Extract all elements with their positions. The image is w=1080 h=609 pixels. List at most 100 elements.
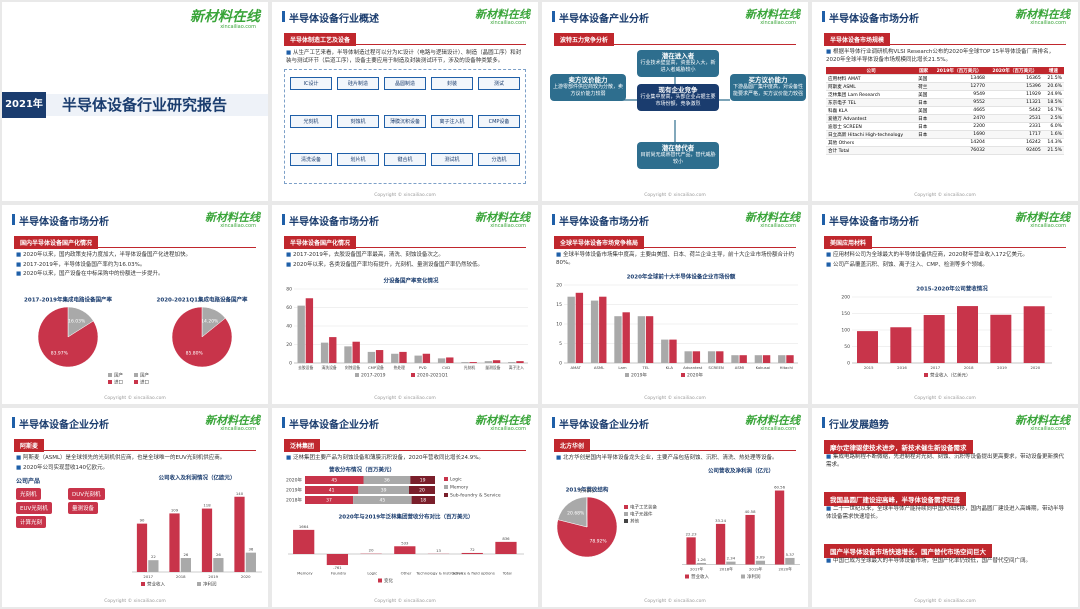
section-rule	[14, 247, 256, 248]
data-label: 26	[183, 552, 188, 557]
bar	[575, 292, 584, 363]
bar	[785, 557, 795, 564]
legend-swatch	[924, 373, 928, 377]
pie-slice	[557, 496, 588, 527]
slide-title: 半导体设备市场分析	[829, 217, 919, 228]
bar	[726, 561, 736, 564]
bar	[437, 358, 446, 363]
diagram-node: IC设计	[290, 77, 332, 90]
diagram-node: 划片机	[337, 153, 379, 166]
chart-title: 公司收入及利润情况（亿欧元）	[158, 474, 235, 482]
x-tick-label: 2018	[176, 574, 186, 579]
product-button: 计算光刻	[16, 516, 47, 528]
legend-swatch	[741, 574, 745, 578]
bar	[169, 513, 180, 572]
section-rule	[284, 44, 526, 45]
diagram-node: 光刻机	[290, 115, 332, 128]
paragraph: 阿斯麦（ASML）是全球领先的光刻机供应商，也是全球唯一的EUV光刻机供应商。	[16, 455, 254, 463]
slide: 新材料在线 xincailiao.com 半导体设备企业分析 Copyright © …	[2, 408, 268, 607]
year: 2021年	[2, 92, 46, 118]
diagram-node: 硅片制造	[337, 77, 379, 90]
cell: 其他 Others	[826, 138, 917, 147]
legend-label: 国产	[140, 372, 149, 379]
logo-url: xincailiao.com	[490, 426, 526, 432]
title-marker	[552, 417, 555, 428]
bar	[508, 362, 516, 363]
trend-heading: 国产半导体设备市场快速增长，国产替代市场空间巨大	[824, 544, 992, 558]
section-rule	[824, 247, 1066, 248]
slide-title: 半导体设备市场分析	[829, 14, 919, 25]
bar	[305, 298, 314, 363]
title-marker	[282, 11, 285, 22]
cell: 21.5%	[1042, 74, 1064, 83]
bar	[394, 545, 416, 554]
bar	[484, 361, 493, 363]
y-tick-label: 2019年	[286, 486, 302, 493]
diagram-node: 测试	[478, 77, 520, 90]
cell: 应用材料 AMAT	[826, 74, 917, 83]
cell: 阿斯麦 ASML	[826, 82, 917, 91]
cell: 1717	[986, 130, 1043, 139]
chart: 2020年全球前十大半导体设备企业市场份额 0 5 10 15 20 AMAT ASML Lam…	[556, 273, 798, 379]
y-tick-label: 40	[286, 324, 292, 330]
data-label: 5.37	[786, 551, 795, 556]
logo-name: 新材料在线	[745, 8, 800, 21]
bar	[661, 339, 669, 363]
y-tick-label: 100	[841, 328, 850, 334]
data-label: 140	[236, 491, 244, 496]
cell: 13468	[931, 74, 987, 83]
bar	[234, 496, 245, 572]
slide-title: 半导体设备市场分析	[19, 217, 109, 228]
force-label: 现有企业竞争	[658, 86, 698, 94]
x-tick-label: 离子注入	[509, 365, 524, 370]
force-node: 买方议价能力 下游晶圆厂集中度高，对设备性能要求严格，买方议价能力较强	[730, 74, 806, 101]
section-label: 阿斯麦	[14, 439, 45, 452]
cell: 美国	[916, 106, 932, 115]
cell: 日本	[916, 114, 932, 123]
slide-title: 半导体设备市场分析	[289, 217, 379, 228]
bar	[148, 560, 159, 572]
bar	[516, 361, 524, 363]
cell: 11929	[986, 90, 1043, 99]
cell: 2331	[986, 122, 1043, 131]
cell: 20.6%	[1042, 82, 1064, 91]
force-node: 潜在进入者 行业技术壁垒高，资金投入大，新进入者威胁较小	[637, 50, 719, 77]
data-label: 3.09	[756, 554, 765, 559]
bar	[326, 553, 349, 565]
y-tick-label: 60	[286, 305, 292, 311]
y-tick-label: 0	[289, 361, 292, 367]
data-label: 33.24	[715, 517, 726, 522]
data-label: 14.20%	[201, 318, 219, 324]
product-button: 光刻机	[16, 488, 41, 500]
force-node: 潜在替代者 目前尚无成熟替代产品，替代威胁较小	[637, 142, 719, 169]
title-marker	[822, 214, 825, 225]
logo-url: xincailiao.com	[490, 20, 526, 26]
logo-name: 新材料在线	[745, 414, 800, 427]
footer: Copyright © xincailiao.com	[644, 599, 706, 604]
legend-swatch	[378, 578, 382, 582]
y-tick-label: 2018年	[286, 496, 302, 503]
cell: 4665	[931, 106, 987, 115]
y-tick-label: 20	[286, 342, 292, 348]
diagram-node: 刻蚀机	[337, 115, 379, 128]
bar	[293, 529, 315, 554]
force-text: 目前尚无成熟替代产品，替代威胁较小	[640, 152, 716, 165]
data-label: 85.80%	[186, 351, 204, 357]
diagram-node: CMP设备	[478, 115, 520, 128]
cell: 9549	[931, 90, 987, 99]
pie-slice	[171, 306, 233, 368]
logo-url: xincailiao.com	[1030, 426, 1066, 432]
bar	[745, 514, 755, 564]
paragraph: 公司产品覆盖沉积、刻蚀、离子注入、CMP、检测等多个领域。	[826, 262, 1064, 270]
x-tick-label: Hitachi	[780, 365, 793, 370]
legend-label: 其他	[630, 517, 639, 524]
data-label: 20	[419, 487, 425, 493]
legend-swatch	[108, 380, 112, 384]
product-button: DUV光刻机	[68, 488, 105, 500]
paragraph: 泛林集团主要产品为刻蚀设备和薄膜沉积设备，2020年营收同比增长24.9%。	[286, 455, 524, 463]
paragraph: 2017-2019年，半导体设备国产率约为16.03%。	[16, 262, 254, 270]
data-label: 18	[420, 497, 426, 503]
x-tick-label: Lam	[618, 365, 626, 370]
cell: 合计 Total	[826, 146, 917, 155]
logo-url: xincailiao.com	[220, 223, 256, 229]
